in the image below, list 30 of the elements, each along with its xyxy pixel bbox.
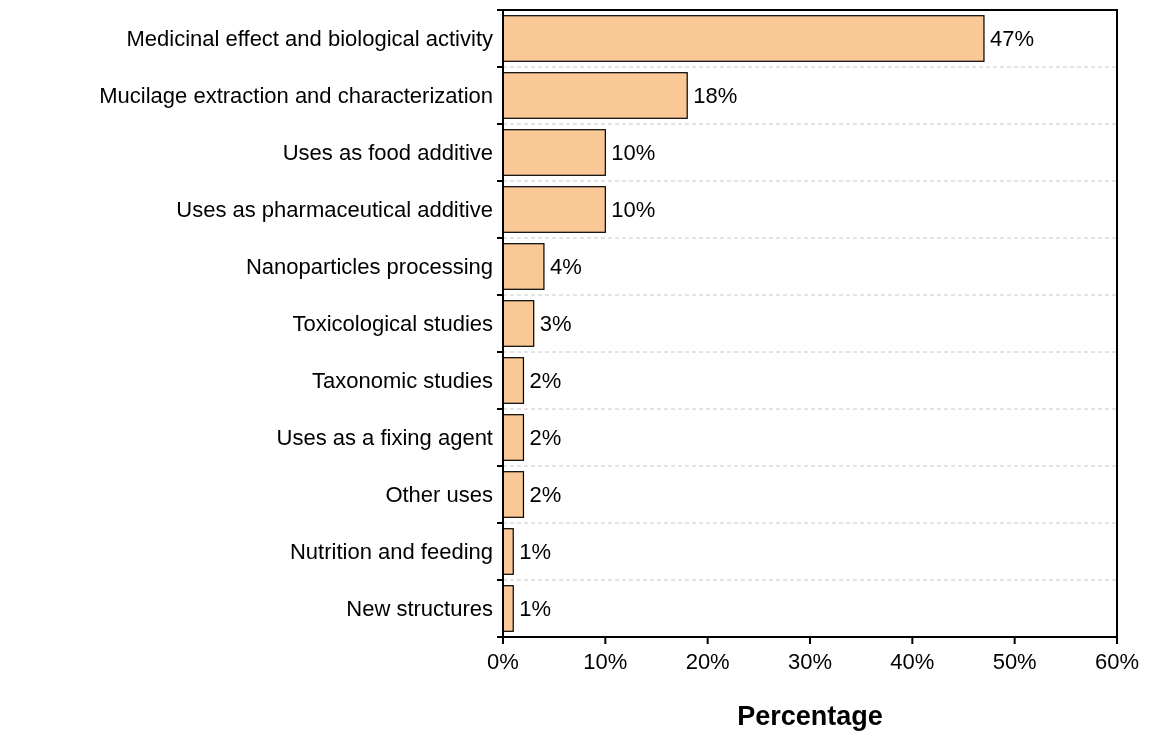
data-label: 10% bbox=[611, 197, 656, 223]
data-label: 2% bbox=[529, 425, 562, 451]
data-label: 47% bbox=[989, 26, 1035, 52]
y-tick-label: Mucilage extraction and characterization bbox=[99, 83, 493, 109]
x-tick-label: 20% bbox=[685, 649, 730, 674]
data-label: 2% bbox=[529, 482, 562, 508]
y-tick-label: Taxonomic studies bbox=[312, 368, 493, 394]
y-tick-label: Other uses bbox=[385, 482, 493, 508]
y-tick-label: Uses as pharmaceutical additive bbox=[176, 197, 493, 223]
y-tick-label: Nanoparticles processing bbox=[245, 254, 493, 280]
y-tick-label: Medicinal effect and biological activity bbox=[126, 26, 493, 52]
data-label: 10% bbox=[611, 140, 656, 166]
x-tick-label: 40% bbox=[890, 649, 935, 674]
data-label: 2% bbox=[529, 368, 562, 394]
y-tick-label: Nutrition and feeding bbox=[289, 539, 493, 565]
y-tick-label: New structures bbox=[346, 596, 493, 622]
y-tick-label: Uses as food additive bbox=[282, 140, 493, 166]
data-label: 3% bbox=[539, 311, 572, 337]
data-label: 18% bbox=[693, 83, 738, 109]
data-label: 1% bbox=[519, 539, 552, 565]
y-tick-label: Uses as a fixing agent bbox=[276, 425, 493, 451]
x-tick-label: 30% bbox=[787, 649, 833, 674]
x-tick-label: 0% bbox=[487, 649, 519, 674]
x-tick-label: 50% bbox=[992, 649, 1037, 674]
x-axis-title: Percentage bbox=[737, 701, 883, 731]
x-tick-label: 10% bbox=[583, 649, 628, 674]
y-tick-label: Toxicological studies bbox=[292, 311, 493, 337]
x-tick-label: 60% bbox=[1094, 649, 1140, 674]
data-label: 1% bbox=[519, 596, 552, 622]
data-label: 4% bbox=[549, 254, 582, 280]
